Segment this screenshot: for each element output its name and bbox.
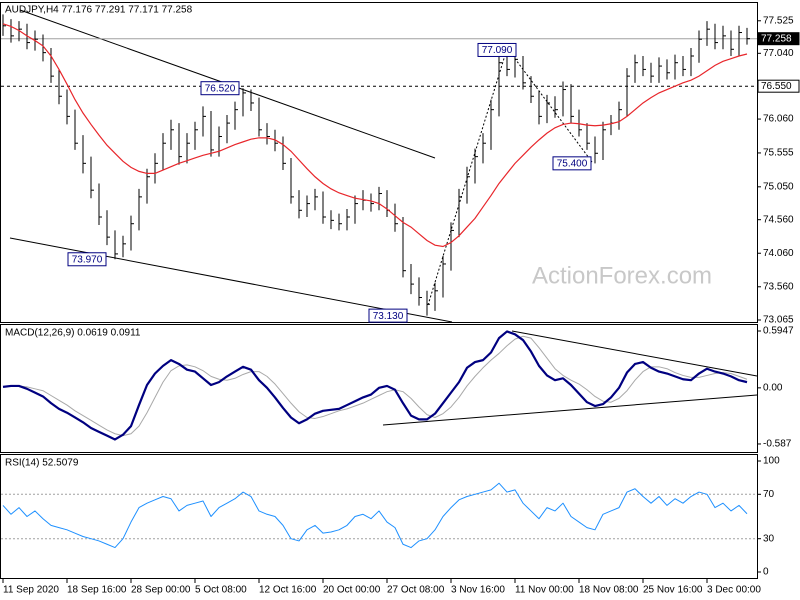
y-tick-label: 73.560 (763, 281, 794, 292)
annotation-box (200, 81, 240, 96)
annotation-box (552, 156, 592, 171)
price-label-box (757, 32, 800, 46)
y-tick-label: -0.587 (763, 439, 792, 450)
y-tick-label: 77.040 (763, 48, 794, 59)
x-tick-label: 3 Dec 00:00 (707, 585, 761, 596)
annotation-label: 73.130 (373, 311, 404, 322)
x-tick-label: 11 Nov 00:00 (515, 585, 574, 596)
x-tick-label: 20 Oct 00:00 (323, 585, 381, 596)
y-tick-label: 0 (763, 567, 769, 578)
trend-line (9, 237, 453, 323)
y-tick-label: 74.060 (763, 248, 794, 259)
x-tick-label: 28 Sep 00:00 (131, 585, 191, 596)
y-tick-label: 0.00 (763, 382, 783, 393)
indicator-line (2, 335, 748, 437)
price-label-box (757, 79, 800, 93)
y-tick-label: 75.050 (763, 181, 794, 192)
rsi-title: RSI(14) 52.5079 (5, 458, 79, 469)
x-tick-label: 18 Nov 08:00 (579, 585, 639, 596)
x-tick-label: 18 Sep 16:00 (67, 585, 127, 596)
indicator-line (2, 482, 748, 549)
trend-line (509, 51, 593, 163)
y-tick-label: 73.065 (763, 315, 794, 326)
y-tick-label: 75.555 (763, 148, 794, 159)
x-tick-label: 12 Oct 16:00 (259, 585, 317, 596)
macd-panel (0, 324, 758, 453)
y-tick-label: 74.560 (763, 214, 794, 225)
y-tick-label: 30 (763, 533, 775, 544)
x-tick-label: 3 Nov 16:00 (451, 585, 505, 596)
x-tick-label: 5 Oct 08:00 (195, 585, 247, 596)
y-tick-label: 0.5947 (763, 326, 794, 337)
watermark: ActionForex.com (532, 262, 712, 289)
y-tick-label: 100 (763, 456, 780, 467)
annotation-box (67, 252, 107, 267)
annotation-label: 76.520 (205, 83, 236, 94)
indicator-line (2, 330, 748, 441)
x-tick-label: 11 Sep 2020 (3, 585, 59, 596)
annotation-label: 77.090 (482, 45, 513, 56)
y-tick-label: 77.525 (763, 15, 794, 26)
annotation-label: 75.400 (557, 158, 588, 169)
annotation-box (368, 308, 408, 323)
x-tick-label: 25 Nov 16:00 (643, 585, 703, 596)
annotation-label: 73.970 (72, 254, 103, 265)
x-tick-label: 27 Oct 08:00 (387, 585, 445, 596)
price-label: 77.258 (761, 33, 792, 44)
macd-title: MACD(12,26,9) 0.0619 0.0911 (5, 328, 141, 339)
trend-line (382, 394, 758, 426)
trend-line (511, 330, 758, 377)
rsi-panel (0, 454, 758, 579)
y-tick-label: 70 (763, 489, 775, 500)
y-tick-label: 76.060 (763, 114, 794, 125)
annotation-box (477, 42, 517, 57)
moving-average (2, 23, 748, 248)
chart-title: AUDJPY,H4 77.176 77.291 77.171 77.258 (5, 5, 193, 16)
price-label: 76.550 (761, 81, 792, 92)
